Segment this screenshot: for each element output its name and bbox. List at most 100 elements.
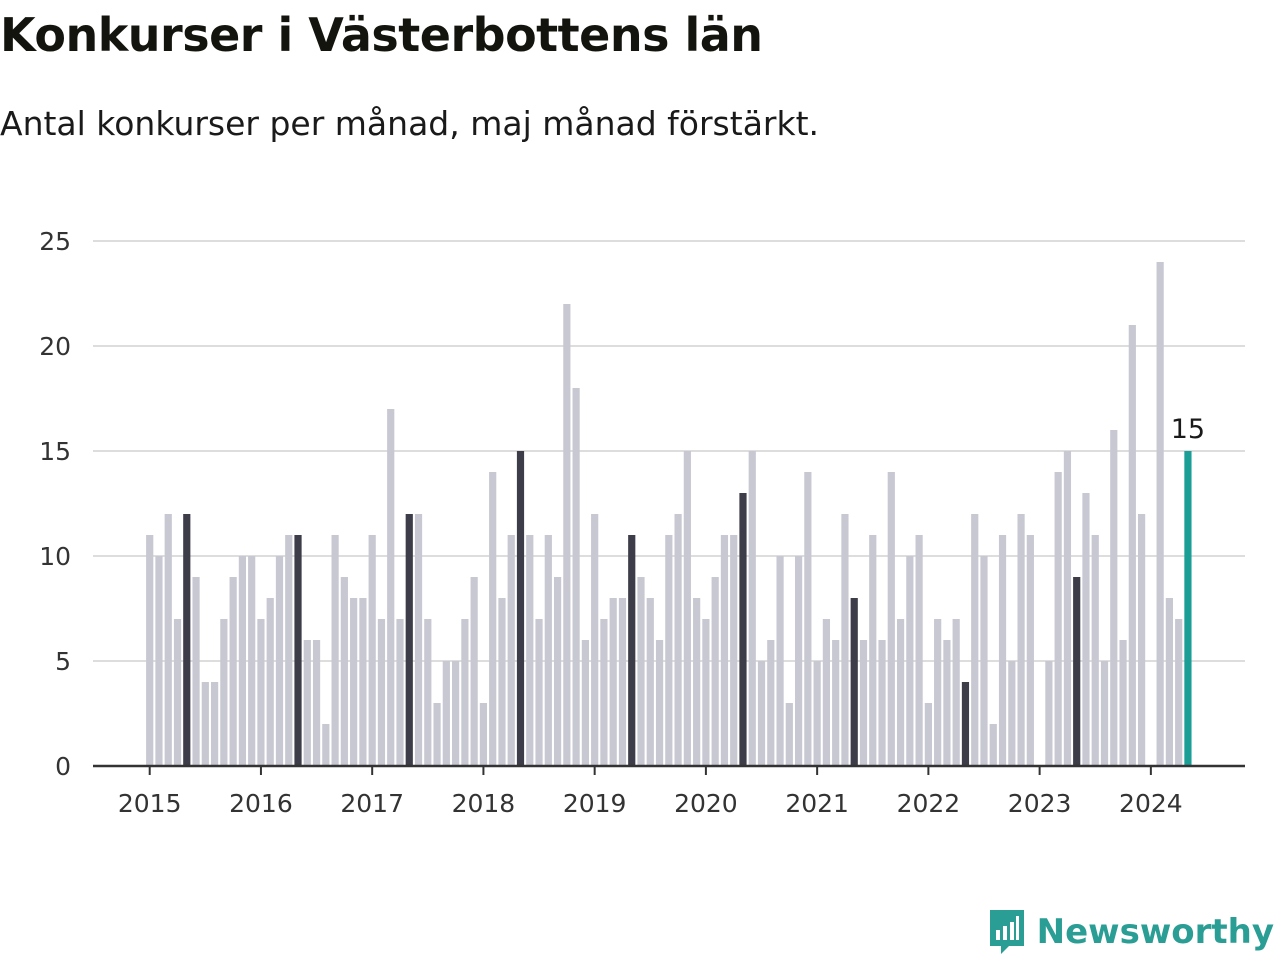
bar <box>934 619 942 766</box>
bar-may <box>405 514 413 766</box>
bar <box>998 535 1007 766</box>
bar <box>192 577 200 766</box>
bar <box>767 640 775 766</box>
x-tick-label: 2018 <box>452 789 516 818</box>
bar <box>266 598 274 766</box>
bar <box>1128 325 1136 766</box>
chart-subtitle: Antal konkurser per månad, maj månad för… <box>0 104 820 143</box>
bar <box>201 682 209 766</box>
y-tick-label: 0 <box>55 752 71 781</box>
bar <box>832 640 840 766</box>
bar <box>238 556 246 766</box>
bar <box>711 577 719 766</box>
bar <box>971 514 979 766</box>
bar <box>452 661 460 766</box>
chart-bubble-icon <box>989 910 1024 954</box>
bar <box>350 598 358 766</box>
bar <box>1175 619 1183 766</box>
latest-value-label: 15 <box>1171 414 1205 445</box>
bar <box>785 703 793 766</box>
bar <box>915 535 923 766</box>
bar <box>989 724 997 766</box>
bar <box>368 535 376 766</box>
bar <box>312 640 321 766</box>
bar <box>1082 493 1090 766</box>
bar <box>489 472 497 766</box>
y-tick-label: 15 <box>39 437 71 466</box>
x-tick-label: 2021 <box>785 789 849 818</box>
bars <box>146 262 1192 766</box>
bar-may <box>183 514 191 766</box>
bar <box>563 304 571 766</box>
bar-may <box>961 682 970 766</box>
x-tick-label: 2022 <box>897 789 961 818</box>
bar <box>1156 262 1164 766</box>
x-tick-label: 2024 <box>1119 789 1183 818</box>
bar <box>730 535 738 766</box>
bar <box>581 640 589 766</box>
bar <box>841 514 849 766</box>
bar <box>275 556 284 766</box>
bar <box>896 619 905 766</box>
bar <box>591 514 599 766</box>
bar <box>1045 661 1053 766</box>
bar <box>655 640 664 766</box>
bar <box>720 535 729 766</box>
bar <box>683 451 691 766</box>
x-tick-label: 2017 <box>340 789 404 818</box>
bar <box>748 451 756 766</box>
bar <box>943 640 951 766</box>
bar <box>693 598 701 766</box>
bar <box>924 703 932 766</box>
bar <box>248 556 256 766</box>
bar <box>1026 535 1034 766</box>
bar <box>535 619 543 766</box>
y-tick-label: 5 <box>55 647 71 676</box>
y-tick-label: 10 <box>39 542 71 571</box>
bar <box>609 598 617 766</box>
bar <box>1137 514 1146 766</box>
bar <box>544 535 552 766</box>
x-tick-label: 2020 <box>674 789 738 818</box>
bar <box>173 619 182 766</box>
bar <box>285 535 293 766</box>
bar <box>1165 598 1173 766</box>
bar <box>331 535 339 766</box>
bar <box>553 577 562 766</box>
bar <box>303 640 311 766</box>
bar <box>757 661 766 766</box>
bar <box>637 577 645 766</box>
y-axis-labels: 0 5 10 15 20 25 <box>39 227 71 781</box>
bar <box>479 703 488 766</box>
chart-title: Konkurser i Västerbottens län <box>0 8 763 62</box>
bar <box>1017 514 1025 766</box>
bar <box>600 619 608 766</box>
bar <box>1110 430 1118 766</box>
bar <box>526 535 534 766</box>
bar <box>859 640 868 766</box>
bar <box>461 619 469 766</box>
bar <box>470 577 478 766</box>
bar-may <box>628 535 636 766</box>
bar <box>1091 535 1099 766</box>
bar <box>646 598 654 766</box>
y-tick-label: 25 <box>39 227 71 256</box>
bar <box>396 619 404 766</box>
bar <box>229 577 237 766</box>
brand-name: Newsworthy <box>1036 912 1274 952</box>
bar <box>359 598 367 766</box>
bar <box>1119 640 1127 766</box>
bar <box>887 472 895 766</box>
bar <box>822 619 831 766</box>
bar <box>702 619 710 766</box>
bar-may <box>1073 577 1081 766</box>
x-tick-label: 2019 <box>563 789 627 818</box>
x-tick-label: 2023 <box>1008 789 1072 818</box>
x-axis-ticks: 2015 2016 2017 2018 2019 2020 2021 2022 2023 2024 <box>118 766 1183 818</box>
bar <box>414 514 423 766</box>
bar <box>220 619 228 766</box>
bar-may <box>294 535 302 766</box>
bar <box>322 724 330 766</box>
x-tick-label: 2016 <box>229 789 293 818</box>
bar <box>665 535 673 766</box>
